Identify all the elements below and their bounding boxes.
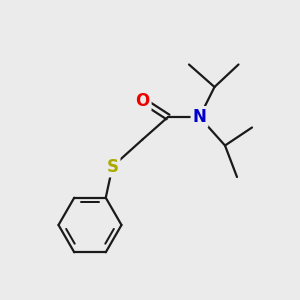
Text: O: O xyxy=(135,92,150,110)
Text: N: N xyxy=(193,108,206,126)
Text: S: S xyxy=(106,158,119,175)
